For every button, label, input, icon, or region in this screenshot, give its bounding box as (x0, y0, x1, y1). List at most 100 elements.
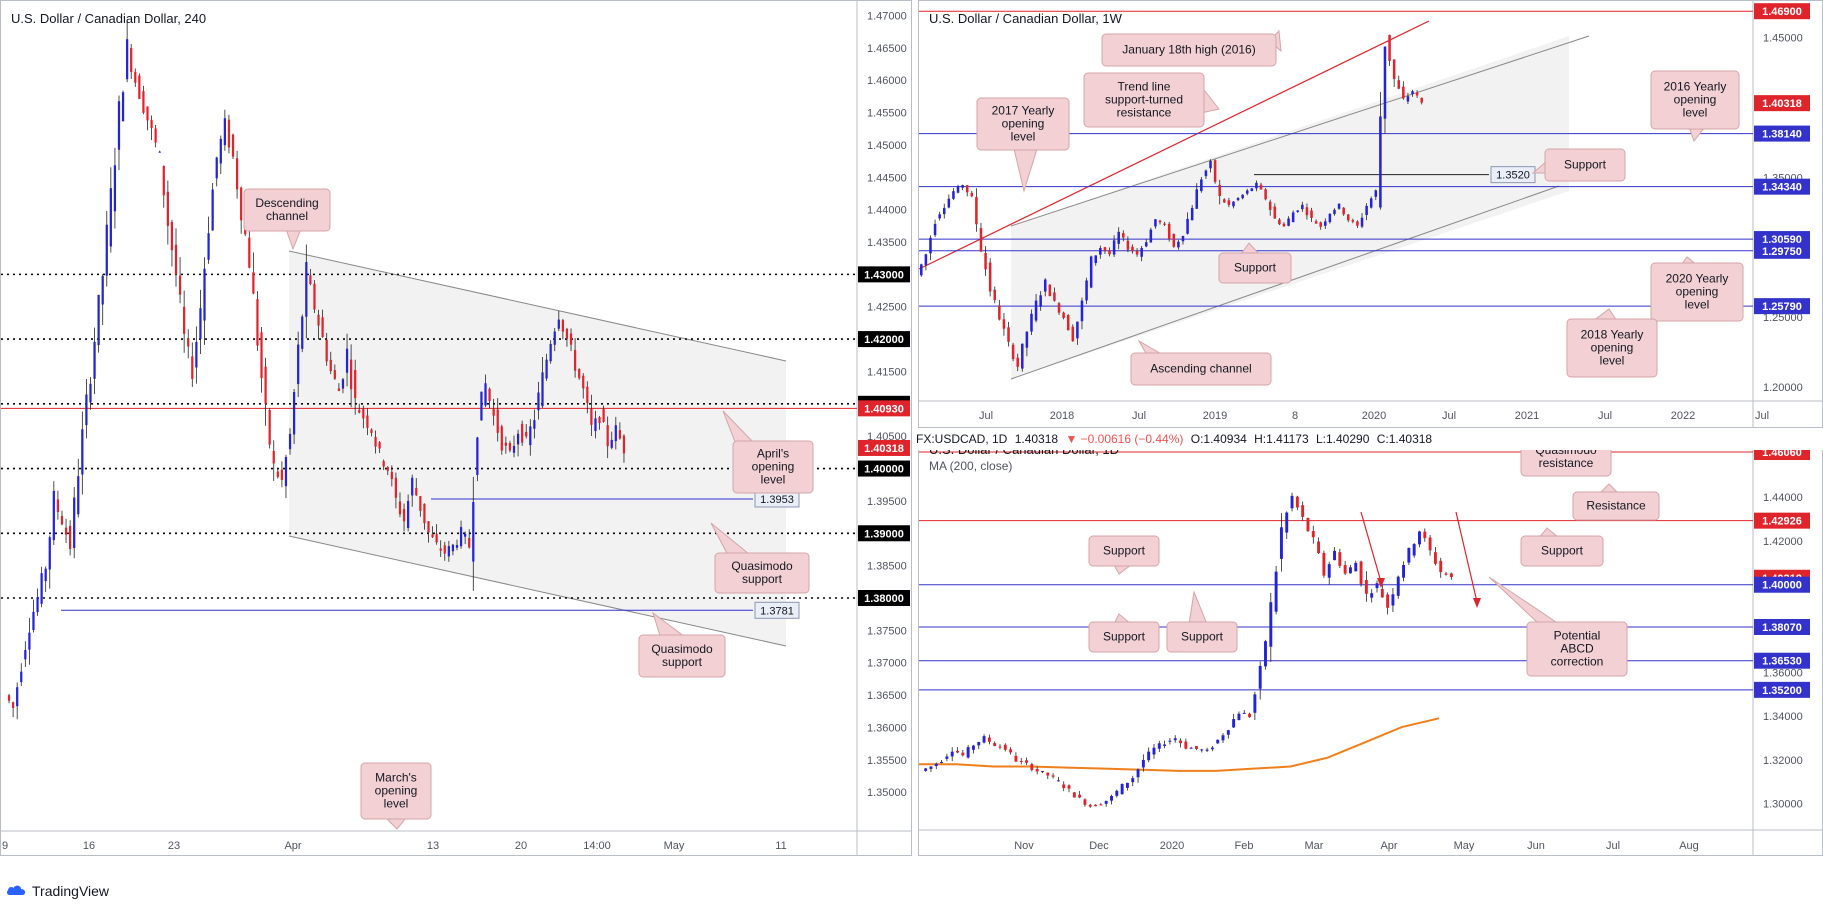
weekly-candle (1392, 59, 1396, 80)
daily-candle (1094, 804, 1098, 807)
daily-level-price-label: 1.38070 (1762, 622, 1802, 634)
h4-chart-panel[interactable]: 1.3953 1.3781 1.47000 1.46500 1.46000 1.45500… (0, 0, 912, 856)
weekly-candle (1002, 319, 1006, 329)
h4-candle (195, 341, 198, 368)
daily-x-tick-label: Jun (1527, 840, 1545, 852)
h4-candle (7, 695, 11, 701)
daily-candle (1216, 739, 1220, 744)
daily-candle (1125, 782, 1129, 788)
footer[interactable]: TradingView (0, 876, 300, 906)
h4-candle (325, 339, 328, 362)
h4-candle (69, 525, 72, 550)
h4-annotation-march-opening-box (360, 762, 432, 820)
weekly-candle (1255, 182, 1258, 189)
daily-chart-panel[interactable]: 1.44000 1.42000 1.36000 1.34000 1.32000 1.300… (918, 429, 1823, 856)
h4-level-price-tag (858, 460, 910, 477)
h4-level-price-label: 1.40000 (864, 464, 904, 476)
h4-candle (109, 188, 112, 247)
h4-candle (394, 477, 398, 498)
h4-candle (569, 333, 573, 345)
weekly-x-tick-label: Jul (1442, 410, 1456, 422)
h4-candle (512, 445, 516, 453)
weekly-level-price-tag (1754, 95, 1810, 112)
daily-candle (934, 763, 938, 767)
daily-annotation-support-1: Support (1520, 527, 1604, 567)
daily-annotation-support-4-box (1166, 621, 1238, 653)
weekly-candle (1048, 284, 1052, 297)
daily-candle (1062, 784, 1066, 789)
weekly-candle (1420, 97, 1423, 103)
header-open: O:1.40934 (1190, 432, 1247, 446)
daily-candle (929, 766, 933, 769)
h4-y-tick-label: 1.47000 (867, 10, 907, 22)
weekly-candle (1007, 327, 1010, 342)
daily-annotation-resistance: Resistance (1572, 483, 1660, 521)
daily-candle (1195, 746, 1198, 749)
daily-candle (1168, 740, 1172, 742)
weekly-candle (952, 191, 955, 199)
weekly-annotation-jan18-high-text: January 18th high (2016) (1122, 43, 1255, 57)
h4-level-price-label: 1.42000 (864, 334, 904, 346)
daily-candle (950, 751, 954, 757)
weekly-candle (1314, 221, 1318, 224)
h4-level-price-tag (858, 331, 910, 348)
weekly-annotation-2017-opening-text: 2017 Yearly (992, 104, 1055, 118)
h4-candle (366, 415, 369, 428)
h4-annotation-march-opening-text: March's (375, 771, 417, 785)
h4-candle (121, 92, 125, 122)
h4-level-price-tag (858, 439, 910, 456)
h4-y-tick-label: 1.36000 (867, 722, 907, 734)
weekly-chart-panel[interactable]: 1.3520 1.45000 1.35000 1.25000 1.20000 1.4690… (918, 0, 1823, 428)
weekly-candle (1043, 279, 1047, 292)
daily-level-price-tag (1754, 618, 1810, 635)
weekly-candle (1190, 207, 1194, 221)
weekly-candle (1099, 247, 1102, 255)
h4-y-tick-label: 1.45000 (867, 140, 907, 152)
h4-candle (606, 425, 609, 447)
tradingview-brand[interactable]: TradingView (32, 883, 110, 899)
h4-candle (101, 275, 104, 305)
h4-candle (398, 501, 402, 515)
h4-y-tick-label: 1.45500 (867, 108, 907, 120)
weekly-candle (1383, 46, 1387, 119)
h4-candle (582, 375, 585, 389)
h4-y-tick-label: 1.44500 (867, 172, 907, 184)
daily-candle (1333, 550, 1336, 561)
daily-candle (1269, 602, 1273, 647)
weekly-y-tick-label: 1.25000 (1763, 312, 1803, 324)
h4-y-tick-label: 1.43500 (867, 237, 907, 249)
weekly-candle (1144, 242, 1148, 247)
h4-candle (85, 394, 88, 426)
h4-candle (411, 477, 414, 496)
h4-candle (423, 503, 426, 524)
daily-candle (1264, 641, 1267, 667)
daily-candle (1364, 580, 1368, 594)
weekly-candle (1333, 209, 1336, 215)
h4-level-price-tag (858, 400, 910, 417)
h4-candle (349, 359, 353, 390)
daily-indicator-label: MA (200, close) (929, 459, 1012, 473)
daily-candle (1205, 749, 1209, 751)
daily-candle (1226, 730, 1230, 735)
h4-y-tick-label: 1.39500 (867, 496, 907, 508)
h4-y-tick-label: 1.46500 (867, 43, 907, 55)
daily-candle (1104, 800, 1108, 804)
h4-candle (508, 443, 512, 451)
h4-annotation-aprils-opening-text: level (761, 473, 786, 487)
weekly-x-tick-label: Jul (1598, 410, 1612, 422)
daily-level-price-label: 1.35200 (1762, 685, 1802, 697)
h4-candle (557, 319, 560, 329)
h4-annotation-quasimodo-support-2-text: Quasimodo (651, 642, 713, 656)
daily-level-price-label: 1.46060 (1762, 447, 1802, 459)
weekly-trendline-resistance (918, 20, 1430, 270)
weekly-y-tick-label: 1.45000 (1763, 33, 1803, 45)
weekly-candle (1379, 116, 1382, 208)
daily-candle (1311, 531, 1315, 538)
daily-candle (1279, 527, 1283, 559)
weekly-candle (1071, 326, 1075, 342)
h4-annotation-quasimodo-support-1-text: Quasimodo (731, 559, 793, 573)
